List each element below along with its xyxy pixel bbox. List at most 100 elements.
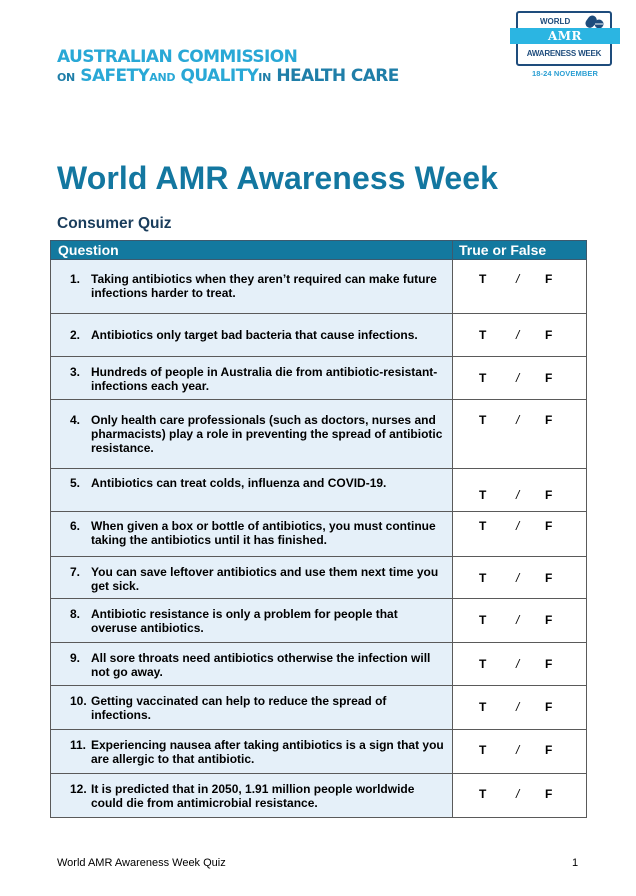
answer-cell[interactable]: T / F <box>452 468 587 512</box>
answer-cell[interactable]: T / F <box>452 556 587 599</box>
question-cell: 2. Antibiotics only target bad bacteria t… <box>50 313 453 357</box>
false-option[interactable]: F <box>545 413 553 427</box>
true-option[interactable]: T <box>479 657 487 671</box>
false-option[interactable]: F <box>545 272 553 286</box>
table-row: 3. Hundreds of people in Australia die fr… <box>50 356 587 400</box>
answer-separator: / <box>516 413 520 427</box>
answer-cell[interactable]: T / F <box>452 685 587 730</box>
logo-amr-band: AMR <box>510 28 620 44</box>
question-number: 6. <box>70 519 81 533</box>
logo-awareness-week-text: AWARENESS WEEK <box>526 49 602 58</box>
question-cell: 9. All sore throats need antibiotics othe… <box>50 642 453 686</box>
answer-cell[interactable]: T / F <box>452 511 587 557</box>
answer-cell[interactable]: T / F <box>452 773 587 818</box>
org-word-in: IN <box>258 71 271 84</box>
answer-separator: / <box>516 657 520 671</box>
true-option[interactable]: T <box>479 787 487 801</box>
answer-cell[interactable]: T / F <box>452 598 587 643</box>
answer-cell[interactable]: T / F <box>452 259 587 314</box>
question-text: Only health care professionals (such as … <box>91 413 443 455</box>
org-word-safety: SAFETY <box>80 66 150 86</box>
question-number: 11. <box>70 738 87 752</box>
org-word-and: AND <box>149 71 176 84</box>
true-option[interactable]: T <box>479 700 487 714</box>
page-title: World AMR Awareness Week <box>57 160 499 196</box>
answer-cell[interactable]: T / F <box>452 642 587 686</box>
question-cell: 7. You can save leftover antibiotics and … <box>50 556 453 599</box>
table-row: 9. All sore throats need antibiotics othe… <box>50 642 587 686</box>
question-cell: 3. Hundreds of people in Australia die fr… <box>50 356 453 400</box>
page-subtitle: Consumer Quiz <box>57 215 172 232</box>
world-amr-awareness-week-logo: WORLD AMR AWARENESS WEEK 18-24 NOVEMBER <box>510 11 620 81</box>
answer-separator: / <box>516 787 520 801</box>
table-row: 12. It is predicted that in 2050, 1.91 mi… <box>50 773 587 818</box>
true-option[interactable]: T <box>479 613 487 627</box>
false-option[interactable]: F <box>545 371 553 385</box>
question-cell: 6. When given a box or bottle of antibiot… <box>50 511 453 557</box>
question-text: When given a box or bottle of antibiotic… <box>91 519 436 547</box>
commission-logo: AUSTRALIAN COMMISSION ON SAFETYAND QUALI… <box>57 48 399 87</box>
column-header-true-or-false: True or False <box>452 240 587 260</box>
question-text: Antibiotics only target bad bacteria tha… <box>91 328 418 342</box>
table-header-row: Question True or False <box>50 240 587 260</box>
false-option[interactable]: F <box>545 743 553 757</box>
true-option[interactable]: T <box>479 371 487 385</box>
answer-cell[interactable]: T / F <box>452 399 587 469</box>
table-row: 5. Antibiotics can treat colds, influenza… <box>50 468 587 512</box>
question-text: Getting vaccinated can help to reduce th… <box>91 694 387 722</box>
table-row: 4. Only health care professionals (such a… <box>50 399 587 469</box>
question-number: 12. <box>70 782 87 796</box>
question-text: It is predicted that in 2050, 1.91 milli… <box>91 782 415 810</box>
true-option[interactable]: T <box>479 413 487 427</box>
question-text: Taking antibiotics when they aren’t requ… <box>91 272 437 300</box>
commission-name-line1: AUSTRALIAN COMMISSION <box>57 47 298 67</box>
false-option[interactable]: F <box>545 613 553 627</box>
answer-separator: / <box>516 371 520 385</box>
answer-separator: / <box>516 488 520 502</box>
true-option[interactable]: T <box>479 328 487 342</box>
column-header-question: Question <box>50 240 453 260</box>
answer-separator: / <box>516 328 520 342</box>
false-option[interactable]: F <box>545 328 553 342</box>
false-option[interactable]: F <box>545 519 553 533</box>
logo-dates: 18-24 NOVEMBER <box>531 69 598 78</box>
false-option[interactable]: F <box>545 700 553 714</box>
answer-cell[interactable]: T / F <box>452 729 587 774</box>
answer-separator: / <box>516 613 520 627</box>
question-number: 7. <box>70 565 81 579</box>
footer-page-number: 1 <box>572 857 579 869</box>
question-cell: 8. Antibiotic resistance is only a proble… <box>50 598 453 643</box>
table-row: 8. Antibiotic resistance is only a proble… <box>50 598 587 643</box>
question-text: Hundreds of people in Australia die from… <box>91 365 438 393</box>
table-row: 1. Taking antibiotics when they aren’t re… <box>50 259 587 314</box>
false-option[interactable]: F <box>545 571 553 585</box>
true-option[interactable]: T <box>479 488 487 502</box>
true-option[interactable]: T <box>479 743 487 757</box>
org-word-health-care: HEALTH CARE <box>276 66 399 86</box>
answer-separator: / <box>516 571 520 585</box>
true-option[interactable]: T <box>479 519 487 533</box>
false-option[interactable]: F <box>545 488 553 502</box>
table-row: 6. When given a box or bottle of antibiot… <box>50 511 587 557</box>
question-number: 3. <box>70 365 81 379</box>
question-number: 2. <box>70 328 81 342</box>
pills-icon <box>585 15 604 29</box>
question-cell: 10. Getting vaccinated can help to reduce… <box>50 685 453 730</box>
question-number: 5. <box>70 476 81 490</box>
answer-cell[interactable]: T / F <box>452 313 587 357</box>
question-cell: 11. Experiencing nausea after taking anti… <box>50 729 453 774</box>
question-cell: 1. Taking antibiotics when they aren’t re… <box>50 259 453 314</box>
false-option[interactable]: F <box>545 657 553 671</box>
answer-cell[interactable]: T / F <box>452 356 587 400</box>
commission-name-line2: ON SAFETYAND QUALITYIN HEALTH CARE <box>57 67 399 87</box>
quiz-table: Question True or False 1. Taking antibiot… <box>50 240 587 818</box>
question-text: All sore throats need antibiotics otherw… <box>91 651 431 679</box>
false-option[interactable]: F <box>545 787 553 801</box>
table-row: 10. Getting vaccinated can help to reduce… <box>50 685 587 730</box>
question-text: Antibiotic resistance is only a problem … <box>91 607 398 635</box>
question-number: 1. <box>70 272 81 286</box>
question-cell: 5. Antibiotics can treat colds, influenza… <box>50 468 453 512</box>
true-option[interactable]: T <box>479 272 487 286</box>
true-option[interactable]: T <box>479 571 487 585</box>
answer-separator: / <box>516 519 520 533</box>
